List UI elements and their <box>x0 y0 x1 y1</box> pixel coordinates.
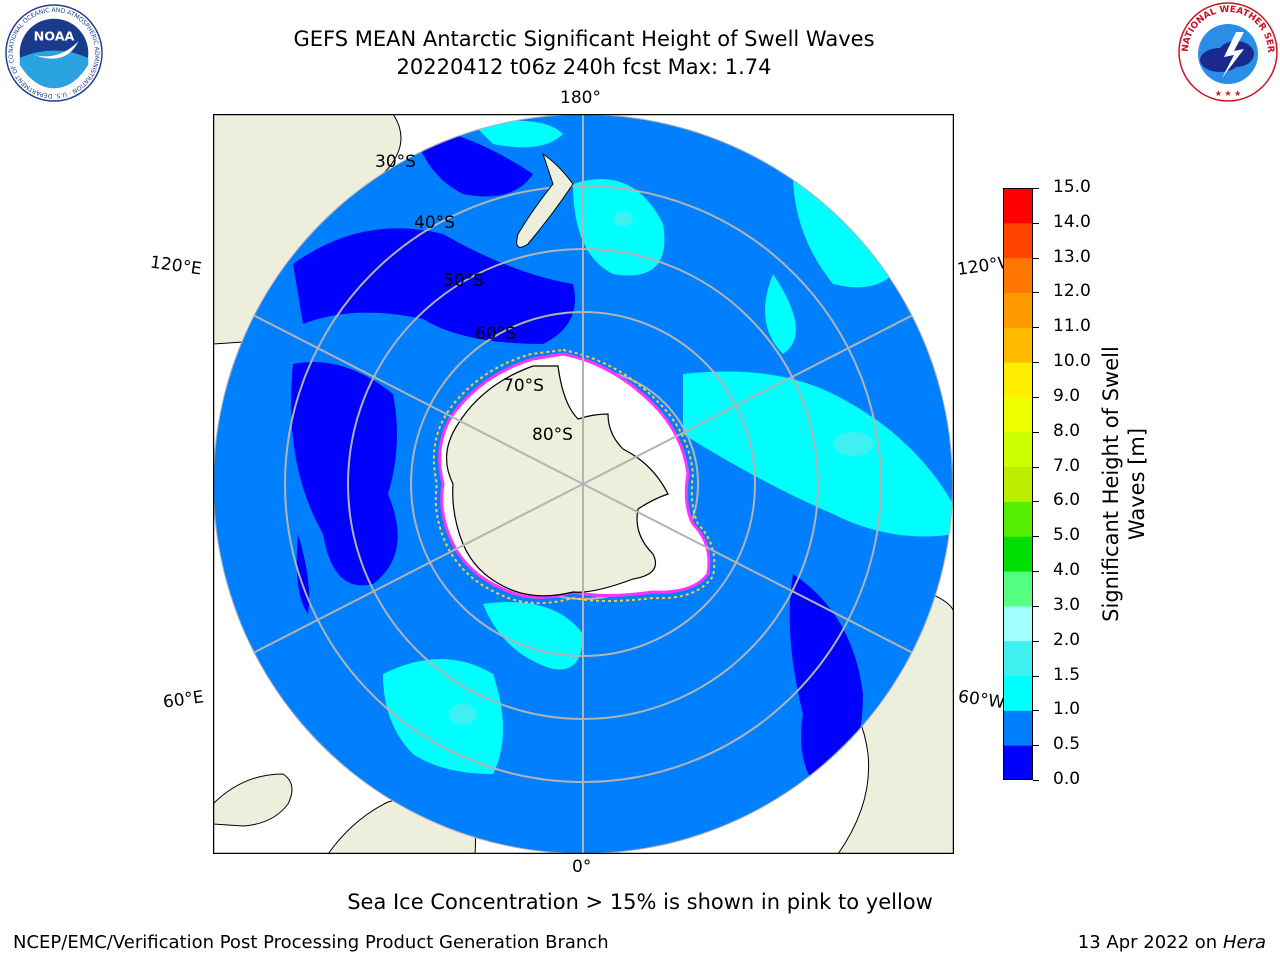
colorbar-tick-mark <box>1033 501 1039 503</box>
colorbar-tick-label: 13.0 <box>1053 246 1091 267</box>
land-new-zealand <box>516 152 574 248</box>
colorbar-tick-mark <box>1033 431 1039 433</box>
colorbar-label-line1: Significant Height of Swell <box>1099 346 1123 622</box>
ice-edge-yellow <box>432 348 716 605</box>
footer-date-text: 13 Apr 2022 on <box>1077 932 1218 953</box>
colorbar-tick-label: 5.0 <box>1053 525 1081 546</box>
colorbar-tick-mark <box>1033 536 1039 538</box>
colorbar-bin <box>1003 466 1033 502</box>
antarctica-land <box>445 365 669 597</box>
chart-title: GEFS MEAN Antarctic Significant Height o… <box>293 27 875 51</box>
swell-1.0-1.5m <box>383 120 953 774</box>
colorbar-bin <box>1003 501 1033 537</box>
colorbar-tick-mark <box>1033 188 1039 189</box>
colorbar-tick-label: 4.0 <box>1053 560 1081 581</box>
colorbar-bin <box>1003 745 1033 780</box>
lon-label-60e: 60°E <box>161 687 206 713</box>
colorbar-bin <box>1003 188 1033 224</box>
lat-label-70s: 70°S <box>503 376 544 396</box>
colorbar-tick-mark <box>1033 675 1039 677</box>
colorbar-tick-label: 12.0 <box>1053 281 1091 302</box>
antarctic-swell-map <box>213 114 954 854</box>
footer-credit: NCEP/EMC/Verification Post Processing Pr… <box>13 932 609 953</box>
colorbar-tick-label: 8.0 <box>1053 420 1081 441</box>
sea-ice-note: Sea Ice Concentration > 15% is shown in … <box>347 890 933 914</box>
colorbar-tick-mark <box>1033 222 1039 224</box>
colorbar-tick-label: 15.0 <box>1053 177 1091 197</box>
colorbar-tick-label: 0.5 <box>1053 734 1081 755</box>
colorbar-tick-mark <box>1033 327 1039 329</box>
colorbar-bin <box>1003 327 1033 363</box>
colorbar-label: Significant Height of Swell Waves [m] <box>1098 324 1158 644</box>
lon-label-0: 0° <box>572 857 592 877</box>
colorbar-bin <box>1003 257 1033 293</box>
lat-label-80s: 80°S <box>532 425 573 445</box>
colorbar-tick-label: 3.0 <box>1053 594 1081 615</box>
footer-machine: Hera <box>1222 932 1266 953</box>
lon-label-120e: 120°E <box>148 252 203 280</box>
colorbar-bin <box>1003 536 1033 572</box>
colorbar-bin <box>1003 571 1033 607</box>
colorbar-bin <box>1003 605 1033 642</box>
chart-subtitle: 20220412 t06z 240h fcst Max: 1.74 <box>396 55 772 79</box>
colorbar-tick-mark <box>1033 710 1039 712</box>
noaa-wordmark: NOAA <box>34 29 75 44</box>
lat-label-40s: 40°S <box>414 213 455 233</box>
colorbar-tick-mark <box>1033 466 1039 468</box>
colorbar-bin <box>1003 675 1033 711</box>
colorbar-tick-mark <box>1033 292 1039 294</box>
svg-text:★ ★ ★: ★ ★ ★ <box>1215 89 1242 98</box>
colorbar-tick-mark <box>1033 362 1039 364</box>
swell-1.5-2.0m <box>449 212 873 724</box>
lon-label-180: 180° <box>560 88 601 108</box>
colorbar-tick-label: 11.0 <box>1053 316 1091 337</box>
colorbar-tick-label: 9.0 <box>1053 385 1081 406</box>
colorbar-tick-mark <box>1033 257 1039 259</box>
colorbar-tick-label: 7.0 <box>1053 455 1081 476</box>
colorbar-tick-label: 10.0 <box>1053 351 1091 372</box>
colorbar-bin <box>1003 640 1033 677</box>
colorbar-tick-mark <box>1033 640 1039 642</box>
colorbar-bin <box>1003 396 1033 433</box>
colorbar-tick-label: 6.0 <box>1053 490 1081 511</box>
footer-date: 13 Apr 2022 on Hera <box>1078 932 1266 953</box>
colorbar-label-line2: Waves [m] <box>1125 427 1149 541</box>
colorbar-tick-mark <box>1033 780 1039 781</box>
colorbar-bin <box>1003 431 1033 468</box>
noaa-logo: NATIONAL OCEANIC AND ATMOSPHERIC ADMINIS… <box>4 4 103 102</box>
colorbar-bin <box>1003 710 1033 746</box>
colorbar-bin <box>1003 292 1033 328</box>
lat-label-30s: 30°S <box>375 152 416 172</box>
colorbar-tick-mark <box>1033 745 1039 747</box>
nws-logo: NATIONAL WEATHER SERVICE ★ ★ ★ <box>1177 2 1278 102</box>
map-border <box>213 114 954 854</box>
lat-label-60s: 60°S <box>475 324 516 344</box>
colorbar-tick-label: 14.0 <box>1053 211 1091 232</box>
colorbar <box>1003 188 1033 780</box>
colorbar-tick-label: 1.0 <box>1053 699 1081 720</box>
colorbar-bin <box>1003 222 1033 259</box>
lon-label-60w: 60°W <box>956 686 1007 714</box>
colorbar-bin <box>1003 362 1033 398</box>
colorbar-tick-mark <box>1033 396 1039 398</box>
colorbar-tick-label: 1.5 <box>1053 664 1081 685</box>
colorbar-tick-mark <box>1033 571 1039 573</box>
colorbar-tick-label: 2.0 <box>1053 629 1081 650</box>
colorbar-tick-mark <box>1033 605 1039 607</box>
lat-label-50s: 50°S <box>443 271 484 291</box>
colorbar-tick-label: 0.0 <box>1053 769 1081 789</box>
